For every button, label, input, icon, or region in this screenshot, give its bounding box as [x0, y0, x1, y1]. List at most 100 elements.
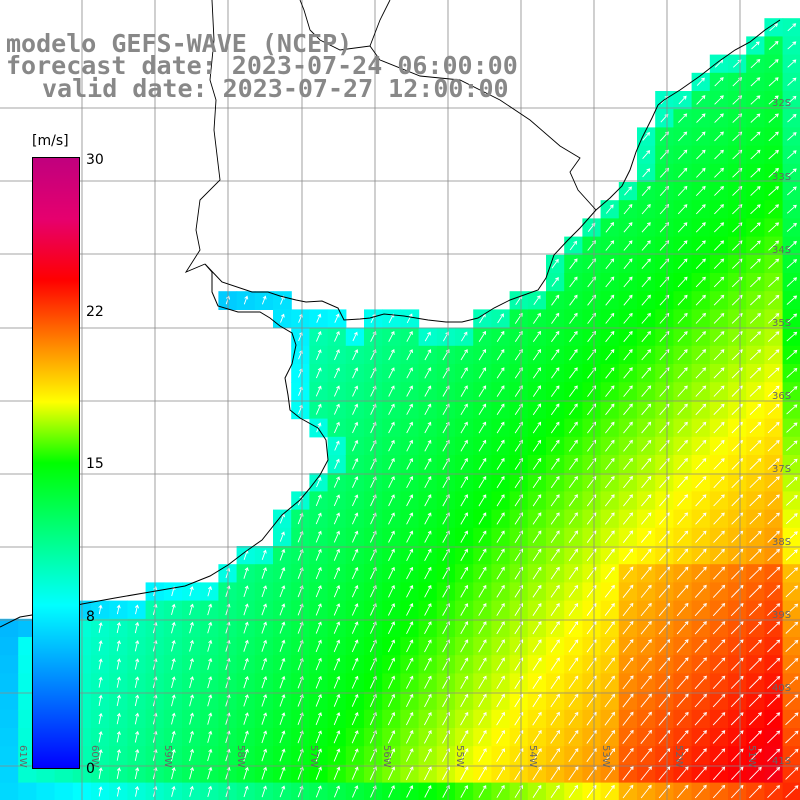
wind-arrow — [785, 567, 799, 580]
wind-arrow — [460, 730, 469, 744]
wind-arrow — [641, 403, 652, 416]
wind-arrow — [767, 367, 780, 379]
wind-arrow — [352, 385, 359, 397]
wind-arrow — [787, 132, 797, 141]
wind-arrow — [767, 294, 780, 306]
wind-arrow — [261, 712, 268, 725]
wind-arrow — [532, 330, 541, 343]
longitude-label: 55W — [454, 745, 465, 768]
wind-arrow — [351, 712, 359, 726]
wind-arrow — [532, 711, 542, 726]
wind-arrow — [334, 331, 340, 342]
wind-arrow — [406, 367, 413, 379]
latitude-label: 37S — [772, 464, 791, 475]
wind-arrow — [713, 385, 725, 397]
wind-arrow — [496, 348, 505, 361]
wind-arrow — [676, 693, 689, 708]
wind-arrow — [641, 439, 652, 452]
wind-arrow — [748, 748, 762, 762]
wind-arrow — [460, 476, 468, 489]
wind-arrow — [769, 23, 779, 32]
wind-arrow — [695, 512, 707, 525]
wind-arrow — [640, 620, 652, 635]
wind-arrow — [568, 711, 579, 726]
wind-arrow — [116, 604, 121, 615]
wind-arrow — [605, 349, 615, 361]
wind-arrow — [406, 349, 413, 361]
wind-arrow — [279, 531, 285, 542]
wind-arrow — [98, 786, 103, 797]
wind-arrow — [424, 675, 432, 689]
wind-arrow — [551, 294, 560, 306]
wind-arrow — [207, 657, 213, 670]
wind-arrow — [424, 693, 432, 708]
wind-arrow — [640, 566, 652, 580]
wind-arrow — [640, 766, 652, 781]
wind-arrow — [333, 421, 340, 434]
wind-arrow — [604, 711, 616, 726]
wind-arrow — [767, 440, 780, 452]
longitude-label: 61W — [17, 745, 28, 768]
wind-arrow — [750, 186, 761, 196]
wind-arrow — [676, 584, 689, 598]
wind-arrow — [243, 766, 249, 780]
wind-arrow — [604, 748, 616, 763]
wind-arrow — [351, 476, 359, 488]
wind-arrow — [568, 566, 578, 580]
wind-arrow — [730, 566, 744, 580]
wind-arrow — [207, 676, 213, 689]
wind-arrow — [98, 658, 103, 670]
wind-arrow — [243, 621, 249, 634]
wind-arrow — [695, 548, 707, 562]
wind-arrow — [641, 476, 652, 489]
wind-speed-cell — [18, 764, 37, 784]
wind-arrow — [171, 766, 176, 780]
wind-arrow — [387, 766, 396, 780]
wind-arrow — [696, 113, 706, 123]
wind-arrow — [171, 603, 176, 616]
wind-arrow — [261, 621, 268, 634]
wind-arrow — [551, 349, 560, 361]
wind-arrow — [605, 439, 615, 452]
wind-arrow — [460, 693, 469, 708]
wind-arrow — [387, 748, 396, 762]
wind-arrow — [767, 603, 781, 616]
wind-arrow — [748, 621, 762, 635]
wind-arrow — [315, 766, 322, 780]
wind-arrow — [261, 766, 268, 780]
wind-arrow — [351, 675, 359, 689]
wind-arrow — [785, 531, 798, 543]
wind-arrow — [604, 603, 615, 616]
wind-arrow — [641, 349, 652, 361]
wind-arrow — [406, 494, 414, 507]
wind-speed-cell — [0, 637, 19, 656]
wind-arrow — [478, 566, 487, 580]
wind-arrow — [767, 748, 781, 762]
wind-arrow — [768, 113, 779, 123]
wind-arrow — [387, 730, 396, 744]
wind-arrow — [604, 675, 615, 689]
latitude-label: 41S — [772, 756, 791, 767]
wind-arrow — [787, 77, 797, 86]
wind-arrow — [695, 367, 707, 379]
wind-arrow — [604, 530, 615, 543]
wind-arrow — [786, 313, 798, 324]
wind-arrow — [334, 440, 340, 451]
wind-arrow — [406, 785, 414, 798]
wind-arrow — [695, 349, 707, 361]
wind-arrow — [460, 584, 469, 598]
wind-arrow — [551, 258, 559, 269]
wind-arrow — [98, 730, 103, 743]
wind-arrow — [261, 549, 267, 560]
wind-arrow — [333, 675, 341, 689]
wind-arrow — [478, 766, 487, 781]
wind-speed-cell — [0, 673, 19, 693]
wind-arrow — [694, 584, 707, 598]
wind-arrow — [478, 530, 487, 543]
wind-arrow — [767, 621, 781, 635]
wind-arrow — [478, 475, 487, 489]
wind-arrow — [658, 584, 671, 598]
wind-arrow — [695, 476, 707, 489]
wind-arrow — [406, 639, 414, 653]
wind-arrow — [694, 766, 707, 781]
